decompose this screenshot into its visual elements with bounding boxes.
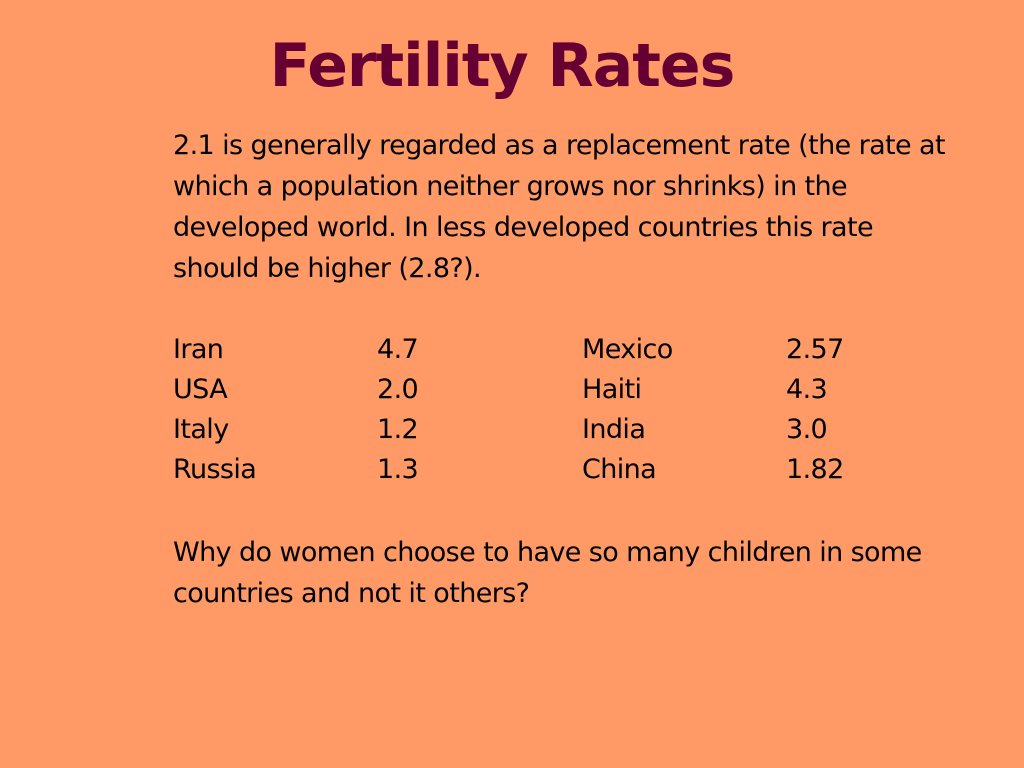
table-row: Russia 1.3 China 1.82 bbox=[173, 450, 973, 490]
country-name: Russia bbox=[173, 454, 257, 485]
country-name: Italy bbox=[173, 414, 229, 445]
table-row: USA 2.0 Haiti 4.3 bbox=[173, 370, 973, 410]
fertility-rate-table: Iran 4.7 Mexico 2.57 USA 2.0 Haiti 4.3 I… bbox=[173, 330, 973, 490]
fertility-rate: 1.82 bbox=[786, 454, 844, 485]
country-name: USA bbox=[173, 374, 228, 405]
discussion-question: Why do women choose to have so many chil… bbox=[173, 537, 922, 609]
country-name: China bbox=[582, 454, 657, 485]
slide-title: Fertility Rates bbox=[269, 31, 736, 101]
fertility-rate: 2.0 bbox=[377, 374, 419, 405]
fertility-rate: 4.7 bbox=[377, 334, 419, 365]
slide-body: 2.1 is generally regarded as a replaceme… bbox=[173, 125, 973, 614]
country-name: Iran bbox=[173, 334, 224, 365]
intro-paragraph: 2.1 is generally regarded as a replaceme… bbox=[173, 130, 946, 284]
table-row: Iran 4.7 Mexico 2.57 bbox=[173, 330, 973, 370]
country-name: Mexico bbox=[582, 334, 673, 365]
fertility-rate: 3.0 bbox=[786, 414, 828, 445]
table-row: Italy 1.2 India 3.0 bbox=[173, 410, 973, 450]
fertility-rate: 1.3 bbox=[377, 454, 419, 485]
country-name: India bbox=[582, 414, 646, 445]
fertility-rate: 4.3 bbox=[786, 374, 828, 405]
fertility-rate: 2.57 bbox=[786, 334, 844, 365]
country-name: Haiti bbox=[582, 374, 642, 405]
fertility-rate: 1.2 bbox=[377, 414, 419, 445]
